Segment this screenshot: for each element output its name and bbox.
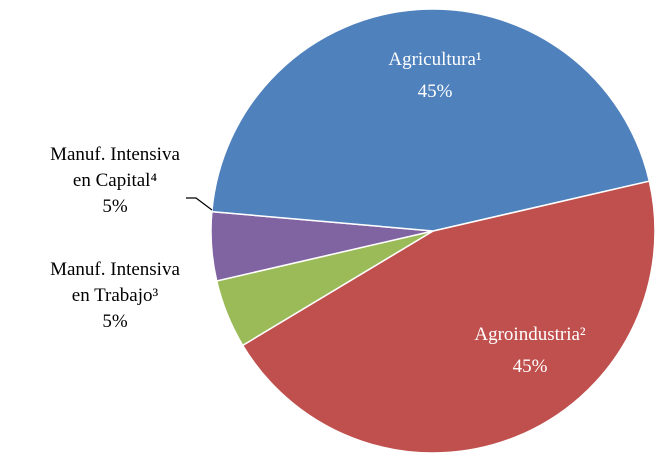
value-label: 5% bbox=[102, 311, 128, 332]
leader-line bbox=[186, 197, 213, 211]
pie-slice bbox=[211, 8, 651, 232]
slice-label: Agroindustria² bbox=[474, 324, 586, 345]
slice-label: Manuf. Intensiva en Capital⁴ bbox=[50, 144, 180, 191]
value-label: 45% bbox=[418, 81, 453, 102]
slice-label: Manuf. Intensiva en Trabajo³ bbox=[50, 259, 180, 306]
value-label: 45% bbox=[513, 356, 548, 377]
pie-slice bbox=[241, 180, 656, 454]
slice-label: Agricultura¹ bbox=[388, 49, 482, 70]
value-label: 5% bbox=[102, 196, 128, 217]
